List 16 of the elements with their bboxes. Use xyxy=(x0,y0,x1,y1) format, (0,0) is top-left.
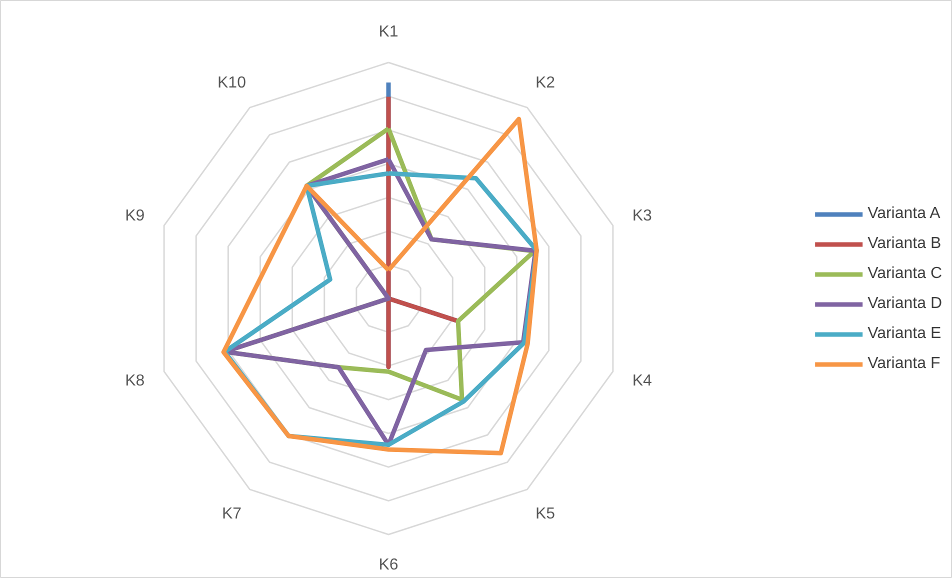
legend-label: Varianta C xyxy=(868,265,942,283)
legend-label: Varianta F xyxy=(868,355,940,373)
spoke-label: K5 xyxy=(535,506,556,523)
spoke-label: K4 xyxy=(632,372,652,390)
spoke-label: K2 xyxy=(535,74,556,92)
legend-label: Varianta D xyxy=(868,295,942,313)
spoke-label: K7 xyxy=(222,506,242,523)
spoke-label: K9 xyxy=(125,208,145,225)
spoke-label: K10 xyxy=(218,74,246,92)
legend-label: Varianta E xyxy=(868,325,942,343)
spoke-label: K8 xyxy=(125,372,145,390)
legend-label: Varianta B xyxy=(868,235,942,253)
spoke-label: K6 xyxy=(378,556,398,574)
spoke-label: K1 xyxy=(378,23,398,40)
spoke-label: K3 xyxy=(632,208,652,225)
legend-label: Varianta A xyxy=(868,205,940,223)
